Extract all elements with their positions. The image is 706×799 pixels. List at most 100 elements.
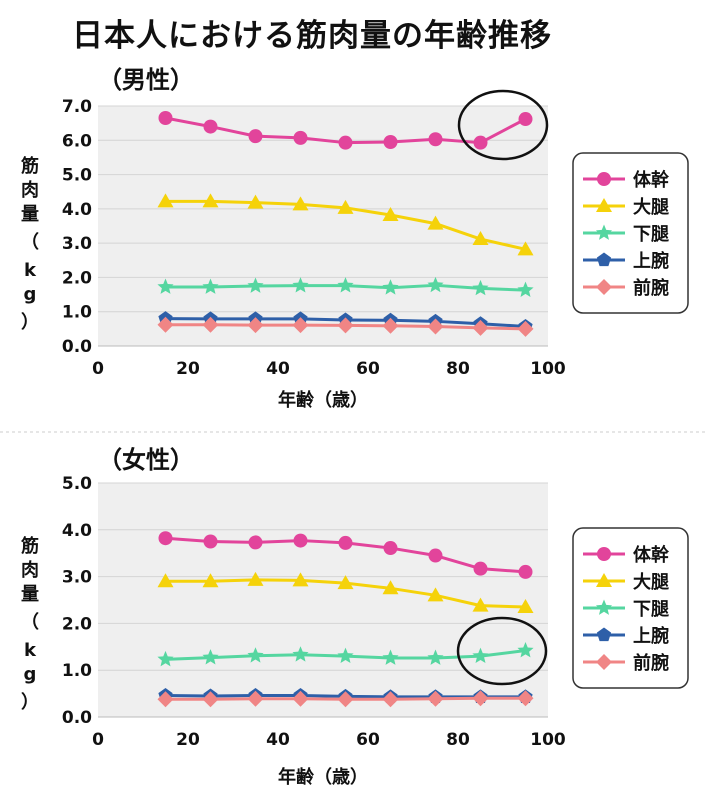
- y-tick-label: 2.0: [62, 268, 92, 288]
- legend-label: 前腕: [633, 277, 669, 299]
- legend-label: 上腕: [633, 625, 669, 647]
- data-point-体幹: [158, 111, 173, 125]
- y-tick-label: 4.0: [62, 521, 92, 541]
- legend-marker-大腿: [596, 573, 612, 587]
- data-point-体幹: [158, 531, 173, 546]
- data-point-下腿: [247, 277, 264, 293]
- data-point-大腿: [472, 597, 489, 612]
- data-point-下腿: [202, 649, 219, 665]
- plot-area: [98, 106, 548, 346]
- legend-marker-体幹: [597, 172, 611, 186]
- y-tick-label: 3.0: [62, 568, 92, 588]
- data-point-前腕: [247, 317, 264, 334]
- data-point-体幹: [383, 541, 398, 556]
- data-point-大腿: [337, 199, 354, 214]
- data-point-体幹: [293, 533, 308, 548]
- data-point-前腕: [382, 317, 399, 334]
- data-point-大腿: [292, 196, 309, 211]
- legend-marker-上腕: [596, 252, 612, 267]
- data-point-大腿: [517, 599, 534, 614]
- data-point-下腿: [427, 276, 444, 293]
- legend-marker-前腕: [596, 654, 612, 670]
- legend-box: [572, 152, 689, 314]
- data-point-前腕: [247, 690, 264, 707]
- legend-label: 前腕: [633, 652, 669, 674]
- data-point-前腕: [427, 690, 444, 707]
- data-point-大腿: [472, 231, 489, 246]
- data-point-下腿: [472, 647, 489, 664]
- data-point-体幹: [293, 130, 308, 145]
- y-tick-label: 0.0: [62, 708, 92, 728]
- x-tick-label: 40: [266, 730, 290, 750]
- x-tick-label: 0: [92, 359, 104, 379]
- data-point-下腿: [337, 647, 354, 664]
- x-tick-label: 40: [266, 359, 290, 379]
- x-tick-label: 100: [530, 359, 566, 379]
- data-point-大腿: [382, 580, 399, 595]
- legend-marker-下腿: [595, 224, 613, 240]
- data-point-大腿: [247, 194, 264, 209]
- data-point-前腕: [517, 320, 534, 337]
- data-point-体幹: [338, 135, 353, 150]
- legend-marker-上腕: [596, 627, 612, 642]
- y-tick-label: 3.0: [62, 234, 92, 254]
- data-point-体幹: [203, 534, 218, 549]
- chart-subtitle: （女性）: [98, 446, 194, 474]
- plot-area: [98, 483, 548, 717]
- legend-marker-体幹: [597, 547, 611, 561]
- x-tick-label: 0: [92, 730, 104, 750]
- page-title: 日本人における筋肉量の年齢推移: [72, 18, 552, 54]
- data-point-大腿: [202, 193, 219, 208]
- data-point-体幹: [473, 135, 488, 150]
- data-point-下腿: [517, 281, 534, 297]
- y-tick-label: 0.0: [62, 337, 92, 357]
- y-tick-label: 2.0: [62, 614, 92, 634]
- legend-marker-大腿: [596, 198, 612, 212]
- data-point-前腕: [517, 690, 534, 707]
- data-point-下腿: [292, 646, 309, 662]
- data-point-体幹: [248, 129, 263, 144]
- data-point-大腿: [157, 193, 174, 208]
- y-tick-label: 5.0: [62, 474, 92, 494]
- data-point-前腕: [292, 690, 309, 707]
- data-point-前腕: [157, 316, 174, 333]
- data-point-下腿: [292, 277, 309, 293]
- data-point-体幹: [518, 112, 533, 127]
- legend-marker-下腿: [595, 599, 613, 615]
- data-point-前腕: [472, 690, 489, 707]
- data-point-大腿: [382, 207, 399, 222]
- legend-label: 大腿: [633, 196, 669, 218]
- data-point-下腿: [517, 642, 534, 658]
- legend-label: 下腿: [633, 224, 669, 245]
- y-axis-label: 筋肉量（ k g）: [21, 535, 39, 713]
- legend-label: 下腿: [633, 599, 669, 620]
- data-point-前腕: [157, 691, 174, 708]
- data-point-前腕: [202, 316, 219, 333]
- data-point-体幹: [428, 548, 443, 563]
- legend-marker-前腕: [596, 279, 612, 295]
- data-point-大腿: [517, 241, 534, 256]
- x-tick-label: 80: [446, 730, 470, 750]
- data-point-大腿: [427, 215, 444, 230]
- data-point-大腿: [427, 587, 444, 602]
- data-point-体幹: [473, 561, 488, 576]
- data-point-前腕: [202, 691, 219, 708]
- highlight-ellipse: [457, 89, 549, 161]
- data-point-前腕: [337, 691, 354, 708]
- data-point-大腿: [247, 571, 264, 586]
- x-tick-label: 80: [446, 359, 470, 379]
- chart-1: （女性） 0.0 1.0 2.0 3.0 4.0 5.0 0 20 40 60 80 100 年齢（歳） 筋…: [21, 446, 689, 788]
- data-point-大腿: [157, 573, 174, 588]
- data-point-前腕: [472, 319, 489, 336]
- data-point-体幹: [518, 564, 533, 579]
- data-point-下腿: [157, 278, 174, 294]
- data-point-下腿: [247, 647, 264, 663]
- y-tick-label: 7.0: [62, 97, 92, 117]
- data-point-下腿: [157, 650, 174, 667]
- y-tick-label: 4.0: [62, 200, 92, 220]
- x-tick-label: 20: [176, 730, 200, 750]
- legend-label: 体幹: [633, 544, 670, 566]
- data-point-体幹: [338, 535, 353, 550]
